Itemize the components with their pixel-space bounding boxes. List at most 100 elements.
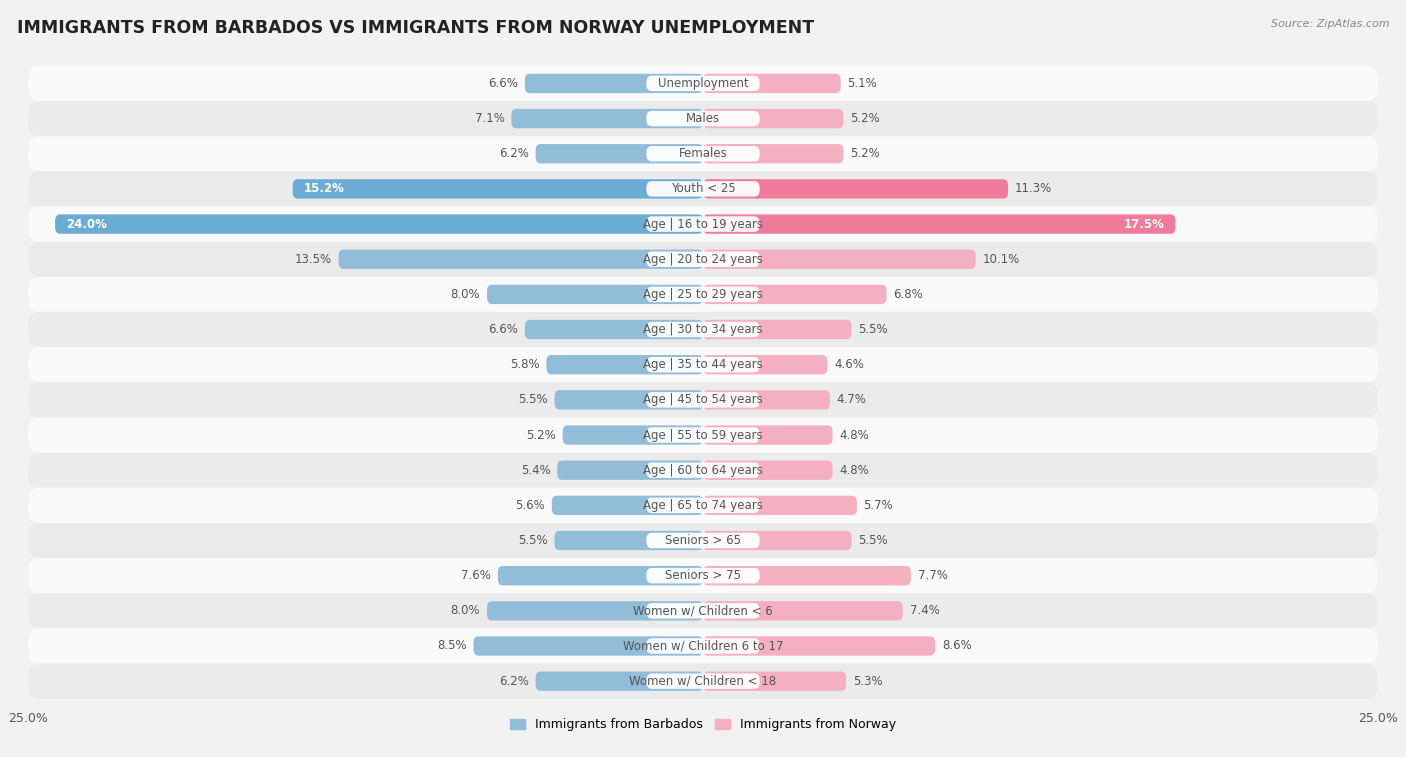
- Text: Age | 65 to 74 years: Age | 65 to 74 years: [643, 499, 763, 512]
- FancyBboxPatch shape: [28, 66, 1378, 101]
- FancyBboxPatch shape: [28, 312, 1378, 347]
- Text: 17.5%: 17.5%: [1123, 217, 1164, 231]
- FancyBboxPatch shape: [703, 214, 1175, 234]
- Text: 5.4%: 5.4%: [520, 464, 551, 477]
- Text: 15.2%: 15.2%: [304, 182, 344, 195]
- Text: Seniors > 75: Seniors > 75: [665, 569, 741, 582]
- Text: 4.6%: 4.6%: [834, 358, 863, 371]
- FancyBboxPatch shape: [536, 144, 703, 164]
- Text: Females: Females: [679, 148, 727, 160]
- Text: Age | 55 to 59 years: Age | 55 to 59 years: [643, 428, 763, 441]
- FancyBboxPatch shape: [703, 109, 844, 128]
- FancyBboxPatch shape: [557, 460, 703, 480]
- Text: Age | 45 to 54 years: Age | 45 to 54 years: [643, 394, 763, 407]
- Text: 7.4%: 7.4%: [910, 604, 939, 617]
- FancyBboxPatch shape: [28, 101, 1378, 136]
- Text: 7.6%: 7.6%: [461, 569, 491, 582]
- FancyBboxPatch shape: [647, 251, 759, 267]
- FancyBboxPatch shape: [28, 453, 1378, 488]
- FancyBboxPatch shape: [512, 109, 703, 128]
- FancyBboxPatch shape: [498, 566, 703, 585]
- FancyBboxPatch shape: [647, 357, 759, 372]
- Text: Seniors > 65: Seniors > 65: [665, 534, 741, 547]
- FancyBboxPatch shape: [28, 664, 1378, 699]
- FancyBboxPatch shape: [703, 73, 841, 93]
- Text: Unemployment: Unemployment: [658, 77, 748, 90]
- Text: 7.7%: 7.7%: [918, 569, 948, 582]
- Text: 5.7%: 5.7%: [863, 499, 893, 512]
- FancyBboxPatch shape: [703, 531, 852, 550]
- FancyBboxPatch shape: [703, 179, 1008, 198]
- Text: 5.1%: 5.1%: [848, 77, 877, 90]
- Text: Age | 25 to 29 years: Age | 25 to 29 years: [643, 288, 763, 301]
- Text: Age | 30 to 34 years: Age | 30 to 34 years: [643, 323, 763, 336]
- FancyBboxPatch shape: [562, 425, 703, 444]
- FancyBboxPatch shape: [703, 637, 935, 656]
- FancyBboxPatch shape: [551, 496, 703, 515]
- Text: 6.2%: 6.2%: [499, 674, 529, 687]
- Text: 24.0%: 24.0%: [66, 217, 107, 231]
- Text: Age | 20 to 24 years: Age | 20 to 24 years: [643, 253, 763, 266]
- Text: 6.8%: 6.8%: [893, 288, 924, 301]
- Text: 4.7%: 4.7%: [837, 394, 866, 407]
- FancyBboxPatch shape: [28, 241, 1378, 277]
- FancyBboxPatch shape: [647, 463, 759, 478]
- FancyBboxPatch shape: [28, 136, 1378, 171]
- Text: 8.5%: 8.5%: [437, 640, 467, 653]
- FancyBboxPatch shape: [536, 671, 703, 691]
- FancyBboxPatch shape: [524, 320, 703, 339]
- FancyBboxPatch shape: [647, 181, 759, 197]
- FancyBboxPatch shape: [28, 523, 1378, 558]
- Text: Women w/ Children < 6: Women w/ Children < 6: [633, 604, 773, 617]
- FancyBboxPatch shape: [28, 207, 1378, 241]
- FancyBboxPatch shape: [339, 250, 703, 269]
- FancyBboxPatch shape: [28, 628, 1378, 664]
- Text: 4.8%: 4.8%: [839, 428, 869, 441]
- FancyBboxPatch shape: [647, 603, 759, 618]
- FancyBboxPatch shape: [647, 638, 759, 654]
- Text: 13.5%: 13.5%: [295, 253, 332, 266]
- FancyBboxPatch shape: [554, 531, 703, 550]
- FancyBboxPatch shape: [547, 355, 703, 375]
- FancyBboxPatch shape: [55, 214, 703, 234]
- Text: 5.5%: 5.5%: [858, 534, 887, 547]
- Text: Age | 60 to 64 years: Age | 60 to 64 years: [643, 464, 763, 477]
- FancyBboxPatch shape: [703, 285, 887, 304]
- FancyBboxPatch shape: [28, 417, 1378, 453]
- FancyBboxPatch shape: [647, 217, 759, 232]
- FancyBboxPatch shape: [524, 73, 703, 93]
- Text: IMMIGRANTS FROM BARBADOS VS IMMIGRANTS FROM NORWAY UNEMPLOYMENT: IMMIGRANTS FROM BARBADOS VS IMMIGRANTS F…: [17, 19, 814, 37]
- FancyBboxPatch shape: [703, 250, 976, 269]
- FancyBboxPatch shape: [703, 355, 827, 375]
- Text: 8.0%: 8.0%: [451, 604, 481, 617]
- FancyBboxPatch shape: [647, 322, 759, 338]
- FancyBboxPatch shape: [647, 497, 759, 513]
- Text: 6.6%: 6.6%: [488, 323, 517, 336]
- Text: Women w/ Children < 18: Women w/ Children < 18: [630, 674, 776, 687]
- FancyBboxPatch shape: [703, 425, 832, 444]
- Text: Age | 35 to 44 years: Age | 35 to 44 years: [643, 358, 763, 371]
- Legend: Immigrants from Barbados, Immigrants from Norway: Immigrants from Barbados, Immigrants fro…: [505, 713, 901, 737]
- Text: 8.0%: 8.0%: [451, 288, 481, 301]
- Text: 5.2%: 5.2%: [851, 148, 880, 160]
- FancyBboxPatch shape: [647, 427, 759, 443]
- FancyBboxPatch shape: [28, 593, 1378, 628]
- Text: 5.2%: 5.2%: [526, 428, 555, 441]
- FancyBboxPatch shape: [703, 390, 830, 410]
- FancyBboxPatch shape: [28, 277, 1378, 312]
- FancyBboxPatch shape: [647, 568, 759, 584]
- Text: 6.6%: 6.6%: [488, 77, 517, 90]
- FancyBboxPatch shape: [28, 382, 1378, 417]
- FancyBboxPatch shape: [486, 601, 703, 621]
- Text: Source: ZipAtlas.com: Source: ZipAtlas.com: [1271, 19, 1389, 29]
- Text: Age | 16 to 19 years: Age | 16 to 19 years: [643, 217, 763, 231]
- FancyBboxPatch shape: [28, 558, 1378, 593]
- Text: Youth < 25: Youth < 25: [671, 182, 735, 195]
- FancyBboxPatch shape: [647, 674, 759, 689]
- FancyBboxPatch shape: [486, 285, 703, 304]
- Text: 11.3%: 11.3%: [1015, 182, 1052, 195]
- FancyBboxPatch shape: [703, 566, 911, 585]
- FancyBboxPatch shape: [647, 76, 759, 91]
- FancyBboxPatch shape: [703, 496, 856, 515]
- FancyBboxPatch shape: [703, 144, 844, 164]
